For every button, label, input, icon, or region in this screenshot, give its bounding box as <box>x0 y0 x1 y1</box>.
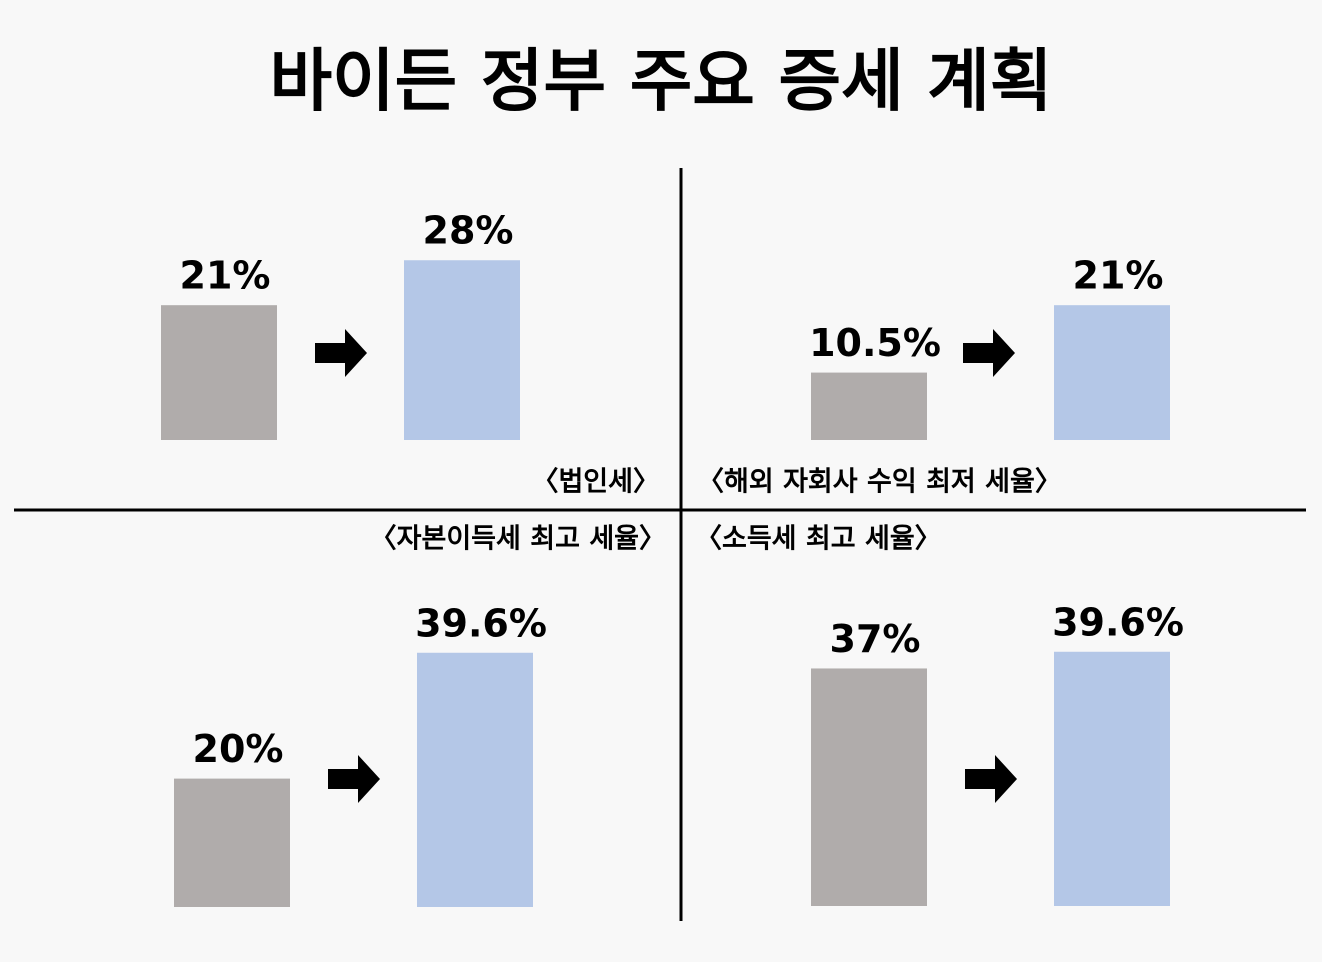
page-title: 바이든 정부 주요 증세 계획 <box>270 43 1053 122</box>
arrow <box>315 329 367 377</box>
value-label: 21% <box>1073 254 1164 298</box>
bar <box>161 305 277 440</box>
value-label: 39.6% <box>1052 600 1184 644</box>
value-label: 37% <box>830 617 921 661</box>
value-label: 28% <box>423 209 514 253</box>
chart-subtitle: 〈자본이득세 최고 세율〉 <box>370 524 666 555</box>
chart-subtitle: 〈법인세〉 <box>531 467 660 498</box>
chart-subtitle: 〈해외 자회사 수익 최저 세율〉 <box>697 467 1062 498</box>
chart-subtitle: 〈소득세 최고 세율〉 <box>695 524 942 555</box>
bar <box>404 260 520 440</box>
arrow <box>963 329 1015 377</box>
bar <box>1054 651 1170 906</box>
value-label: 39.6% <box>415 601 547 645</box>
bar <box>417 652 533 907</box>
value-label: 10.5% <box>809 321 941 365</box>
bar <box>174 778 290 907</box>
arrow <box>965 755 1017 803</box>
value-label: 20% <box>193 727 284 771</box>
bar <box>1054 305 1170 440</box>
arrow <box>328 755 380 803</box>
bar <box>811 668 927 906</box>
bar <box>811 372 927 440</box>
value-label: 21% <box>180 254 271 298</box>
